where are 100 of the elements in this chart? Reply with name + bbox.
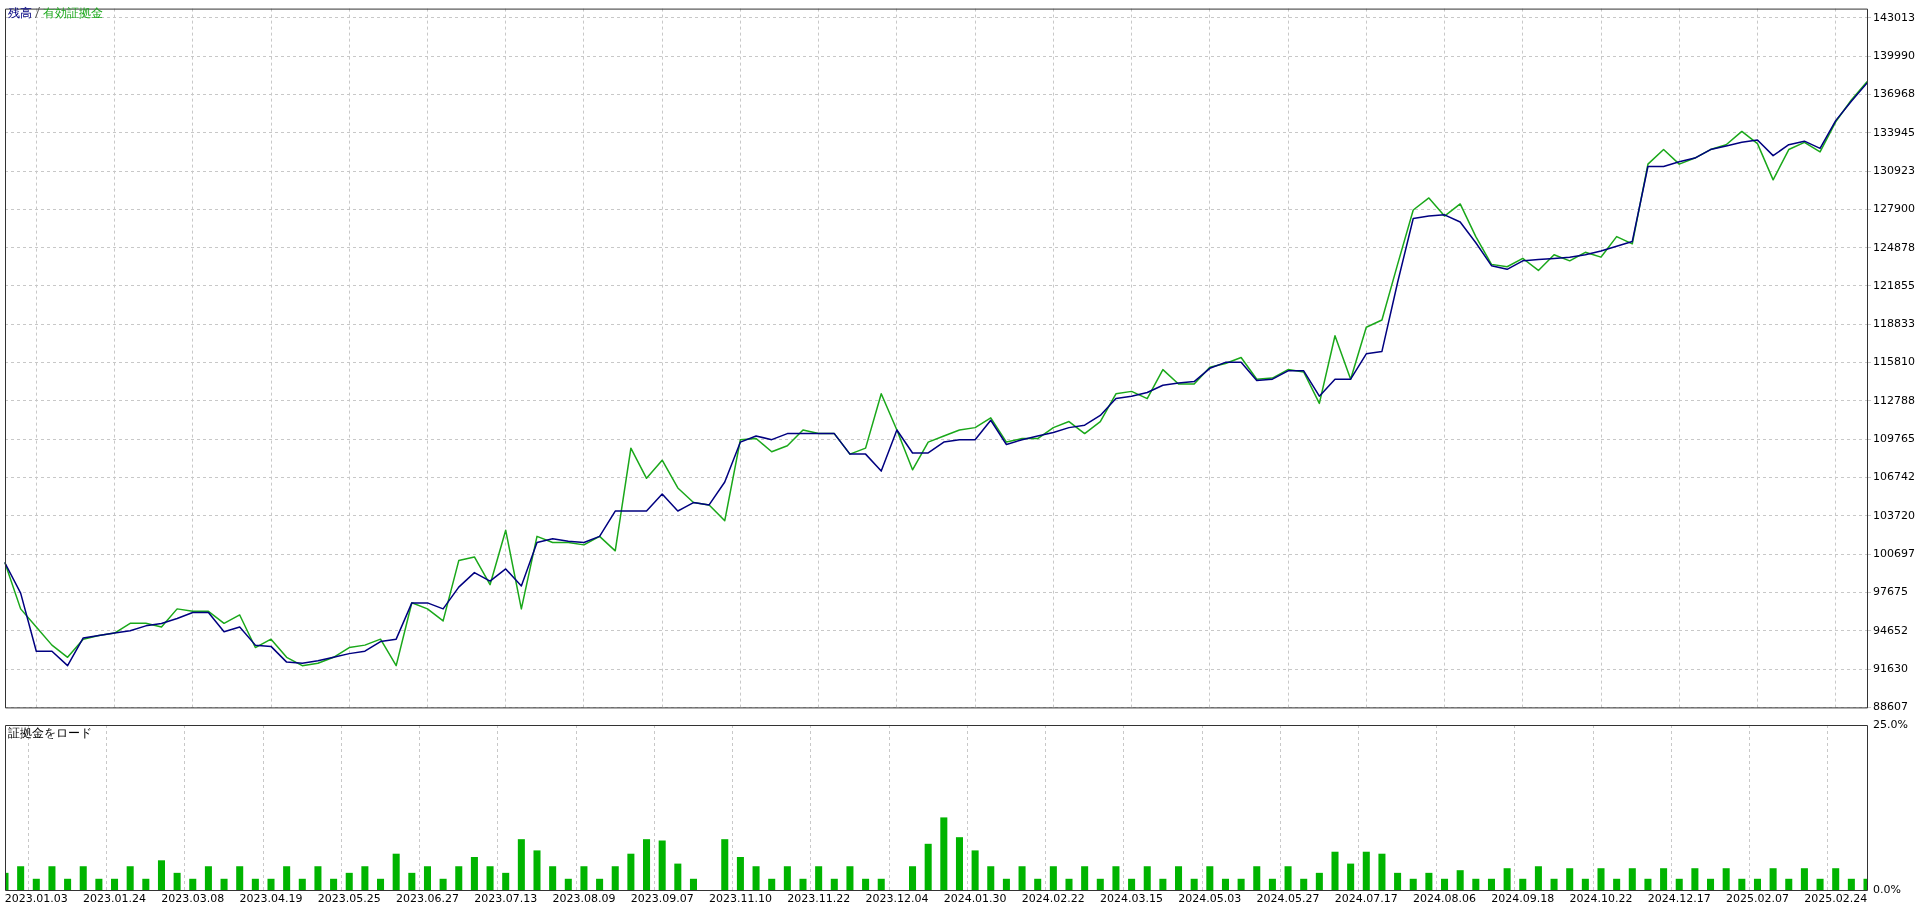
bar xyxy=(204,866,212,890)
bar xyxy=(1049,866,1057,890)
bar xyxy=(314,866,322,890)
bar xyxy=(1847,878,1855,890)
bar xyxy=(126,866,134,890)
bar xyxy=(1096,878,1104,890)
bar xyxy=(142,878,150,890)
bar xyxy=(564,878,572,890)
bar xyxy=(971,850,979,890)
x-tick-label: 2024.07.17 xyxy=(1334,892,1398,906)
bar xyxy=(658,840,666,890)
bar xyxy=(220,878,228,890)
y-tick-label: 124878 xyxy=(1873,240,1915,254)
bar xyxy=(470,857,478,890)
bar xyxy=(1347,863,1355,890)
bar xyxy=(1206,866,1214,890)
bar xyxy=(783,866,791,890)
bar xyxy=(17,866,25,890)
bar xyxy=(1441,878,1449,890)
bar xyxy=(674,863,682,890)
y-tick-label: 112788 xyxy=(1873,393,1915,407)
bar xyxy=(1065,878,1073,890)
y-tick-label: 94652 xyxy=(1873,623,1908,637)
bar xyxy=(533,850,541,890)
bar xyxy=(987,866,995,890)
x-tick-label: 2024.10.22 xyxy=(1569,892,1633,906)
bar xyxy=(486,866,494,890)
bar xyxy=(815,866,823,890)
y-tick-label: 118833 xyxy=(1873,317,1915,331)
bar xyxy=(736,857,744,890)
bar xyxy=(1190,878,1198,890)
bar xyxy=(643,839,651,890)
y-tick-label: 143013 xyxy=(1873,10,1915,24)
x-tick-label: 2024.12.17 xyxy=(1647,892,1711,906)
x-tick-label: 2023.07.13 xyxy=(474,892,538,906)
bar xyxy=(1128,878,1136,890)
x-tick-label: 2023.12.04 xyxy=(865,892,929,906)
bar xyxy=(627,853,635,890)
bar xyxy=(1503,868,1511,890)
bar xyxy=(455,866,463,890)
bar xyxy=(517,839,525,890)
bar xyxy=(423,866,431,890)
bar xyxy=(924,843,932,890)
bar xyxy=(298,878,306,890)
x-tick-label: 2023.03.08 xyxy=(161,892,225,906)
y-tick-label: 136968 xyxy=(1873,87,1915,101)
bar xyxy=(1284,866,1292,890)
bar xyxy=(1331,851,1339,890)
bar xyxy=(1675,878,1683,890)
bar xyxy=(1738,878,1746,890)
bar xyxy=(439,878,447,890)
bar xyxy=(1002,878,1010,890)
y-tick-label: 127900 xyxy=(1873,202,1915,216)
bar xyxy=(32,878,40,890)
y-tick-label: 100697 xyxy=(1873,547,1915,561)
bar xyxy=(330,878,338,890)
bar xyxy=(1707,878,1715,890)
y-tick-label: 88607 xyxy=(1873,700,1908,714)
x-tick-label: 2023.05.25 xyxy=(317,892,381,906)
bar xyxy=(1315,872,1323,890)
bar xyxy=(1034,878,1042,890)
bar xyxy=(189,878,197,890)
x-tick-label: 2024.05.27 xyxy=(1256,892,1320,906)
bar xyxy=(236,866,244,890)
bar xyxy=(1253,866,1261,890)
x-tick-label: 2024.02.22 xyxy=(1021,892,1085,906)
bar xyxy=(1581,878,1589,890)
bar xyxy=(1566,868,1574,890)
bar xyxy=(111,878,119,890)
bar xyxy=(345,872,353,890)
x-tick-label: 2023.09.07 xyxy=(630,892,694,906)
x-tick-label: 2024.03.15 xyxy=(1100,892,1164,906)
y-tick-label: 25.0% xyxy=(1873,717,1908,731)
bar xyxy=(79,866,87,890)
y-tick-label: 130923 xyxy=(1873,163,1915,177)
bar xyxy=(392,853,400,890)
bar xyxy=(1456,870,1464,890)
bar xyxy=(596,878,604,890)
bar xyxy=(1519,878,1527,890)
bar xyxy=(830,878,838,890)
bar xyxy=(909,866,917,890)
bar xyxy=(1159,878,1167,890)
bar xyxy=(1472,878,1480,890)
chart-title: 証拠金をロード xyxy=(8,726,92,741)
y-tick-label: 121855 xyxy=(1873,278,1915,292)
bar xyxy=(502,872,510,890)
x-tick-label: 2023.06.27 xyxy=(395,892,459,906)
x-tick-label: 2023.11.10 xyxy=(708,892,772,906)
text: 残高 xyxy=(8,6,32,20)
bar xyxy=(377,878,385,890)
bar xyxy=(549,866,557,890)
bar xyxy=(1487,878,1495,890)
bar xyxy=(611,866,619,890)
y-tick-label: 109765 xyxy=(1873,432,1915,446)
bar xyxy=(580,866,588,890)
y-tick-label: 0.0% xyxy=(1873,882,1901,896)
bar xyxy=(1753,878,1761,890)
bar xyxy=(1268,878,1276,890)
bar xyxy=(1550,878,1558,890)
bar xyxy=(1534,866,1542,890)
